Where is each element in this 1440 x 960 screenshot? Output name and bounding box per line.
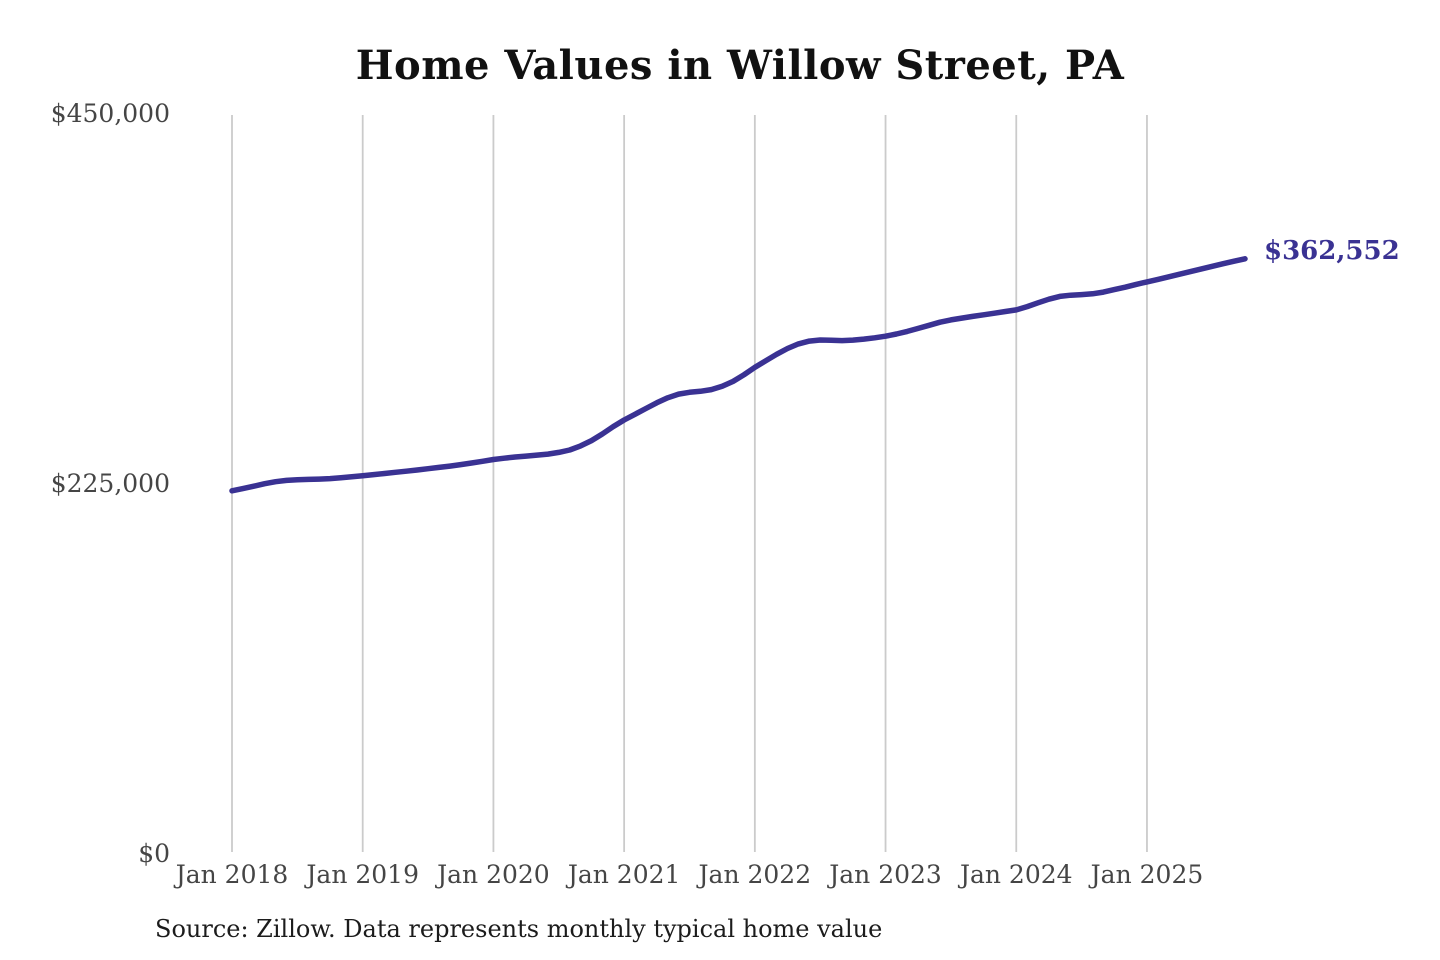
gridlines-group [231, 115, 1148, 852]
y-tick-label: $0 [138, 839, 170, 868]
x-tick-label: Jan 2024 [959, 860, 1073, 889]
x-tick-label: Jan 2025 [1090, 860, 1204, 889]
chart-title: Home Values in Willow Street, PA [355, 42, 1125, 89]
source-note: Source: Zillow. Data represents monthly … [155, 915, 883, 943]
x-tick-label: Jan 2022 [698, 860, 812, 889]
x-tick-label: Jan 2021 [567, 860, 681, 889]
x-tick-label: Jan 2023 [829, 860, 942, 889]
x-tick-label: Jan 2018 [175, 860, 289, 889]
home-value-line [229, 256, 1248, 494]
x-tick-label: Jan 2020 [437, 860, 550, 889]
x-tick-label: Jan 2019 [306, 860, 419, 889]
y-tick-label: $225,000 [50, 469, 170, 498]
y-tick-label: $450,000 [50, 99, 170, 128]
latest-value-label: $362,552 [1264, 236, 1400, 266]
